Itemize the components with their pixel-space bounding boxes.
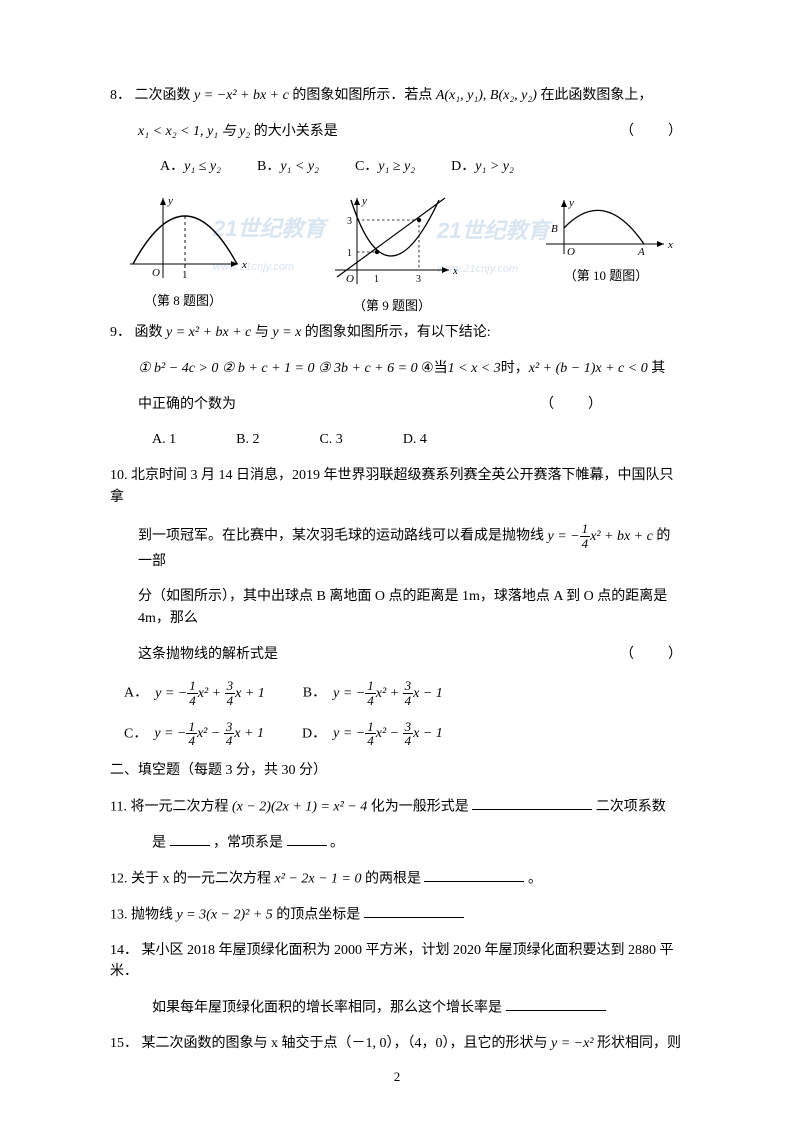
q9-options: A. 1 B. 2 C. 3 D. 4 (152, 429, 684, 451)
fig8-svg: x y O 1 (118, 192, 248, 287)
q9-line1: 9． 函数 y = x² + bx + c 与 y = x 的图象如图所示，有以… (110, 322, 684, 344)
fig10-svg: x y O B A (536, 192, 676, 262)
q12: 12. 关于 x 的一元二次方程 x² − 2x − 1 = 0 的两根是 。 (110, 868, 684, 890)
exam-page: 8． 二次函数 y = −x² + bx + c 的图象如图所示．若点 A(x₁… (0, 0, 794, 1123)
q8-line1: 8． 二次函数 y = −x² + bx + c 的图象如图所示．若点 A(x₁… (110, 85, 684, 107)
figure-10: x y O B A （第 10 题图） (536, 192, 676, 316)
q8-stem-b: 的图象如图所示．若点 (292, 88, 436, 103)
svg-text:O: O (152, 267, 160, 279)
svg-text:1: 1 (374, 274, 379, 285)
q9-conds: ① b² − 4c > 0 ② b + c + 1 = 0 ③ 3b + c +… (138, 358, 684, 380)
q14-line2: 如果每年屋顶绿化面积的增长率相同，那么这个增长率是 (152, 997, 684, 1019)
q10-options-row1: A． y = −14x² + 34x + 1 B． y = −14x² + 34… (124, 679, 684, 707)
blank-q11-3 (287, 832, 327, 846)
blank-q11-2 (170, 832, 210, 846)
svg-text:O: O (567, 246, 575, 258)
q8-num: 8． (110, 88, 131, 103)
fig9-caption: （第 9 题图） (353, 296, 431, 316)
q9-optA: A. 1 (152, 429, 176, 451)
q10-options-row2: C． y = −14x² − 34x + 1 D． y = −14x² − 34… (124, 720, 684, 748)
q10-optC: C． y = −14x² − 34x + 1 (124, 720, 264, 748)
figure-9: 21世纪教育 www.21cnjy.com x y O 1 3 1 3 (327, 192, 457, 316)
q11-line1: 11. 将一元二次方程 (x − 2)(2x + 1) = x² − 4 化为一… (110, 796, 684, 818)
q14-line1: 14． 某小区 2018 年屋顶绿化面积为 2000 平方米，计划 2020 年… (110, 940, 684, 983)
svg-text:1: 1 (347, 248, 352, 259)
q8-ptA: A(x₁, y₁) (436, 88, 483, 103)
q13: 13. 抛物线 y = 3(x − 2)² + 5 的顶点坐标是 (110, 904, 684, 926)
q10-optB: B． y = −14x² + 34x − 1 (303, 679, 443, 707)
svg-text:x: x (241, 259, 247, 271)
svg-text:O: O (346, 273, 354, 285)
q8-optA: A．y₁ ≤ y₂ (160, 156, 221, 178)
q9-optB: B. 2 (236, 429, 259, 451)
q10-optA: A． y = −14x² + 34x + 1 (124, 679, 265, 707)
q8-line2: x₁ < x₂ < 1, y₁ 与 y₂ 的大小关系是 （ ） (138, 121, 684, 143)
q8-optC: C．y₁ ≥ y₂ (355, 156, 415, 178)
q8-paren: （ ） (620, 121, 684, 143)
svg-text:y: y (361, 195, 367, 207)
q10-line3: 分（如图所示），其中出球点 B 离地面 O 点的距离是 1m，球落地点 A 到 … (138, 586, 684, 629)
blank-q12 (424, 868, 524, 882)
figure-8: 21世纪教育 www.21cnjy.com x y O 1 （第 8 题图） (118, 192, 248, 316)
fig10-caption: （第 10 题图） (564, 266, 649, 286)
q15: 15． 某二次函数的图象与 x 轴交于点（－1, 0），（4，0），且它的形状与… (110, 1033, 684, 1055)
q8-cond: x₁ < x₂ < 1, (138, 124, 207, 139)
q9-paren: （ ） (540, 394, 604, 416)
q10-line4: 这条抛物线的解析式是 （ ） (138, 644, 684, 666)
q8-optB: B．y₁ < y₂ (257, 156, 319, 178)
blank-q14 (506, 997, 606, 1011)
svg-text:x: x (452, 265, 457, 277)
page-number: 2 (0, 1067, 794, 1087)
q8-eq-main: y = −x² + bx + c (194, 88, 289, 103)
q8-optD: D．y₁ > y₂ (451, 156, 514, 178)
svg-text:A: A (637, 246, 645, 258)
q8-options: A．y₁ ≤ y₂ B．y₁ < y₂ C．y₁ ≥ y₂ D．y₁ > y₂ (160, 156, 684, 178)
q8-ptB: B(x₂, y₂) (490, 88, 537, 103)
blank-q13 (364, 904, 464, 918)
q11-line2: 是 ，常项系是 。 (152, 832, 684, 854)
fig9-svg: x y O 1 3 1 3 (327, 192, 457, 292)
q10-optD: D． y = −14x² − 34x − 1 (302, 720, 443, 748)
blank-q11-1 (472, 796, 592, 810)
svg-text:y: y (167, 195, 173, 207)
q8-stem-a: 二次函数 (135, 88, 195, 103)
q9-optC: C. 3 (319, 429, 342, 451)
section2-header: 二、填空题（每题 3 分，共 30 分） (110, 760, 684, 782)
svg-text:B: B (551, 223, 558, 235)
q10-line1: 10. 北京时间 3 月 14 日消息，2019 年世界羽联超级赛系列赛全英公开… (110, 465, 684, 508)
q10-eq: y = −14x² + bx + c (548, 529, 653, 544)
svg-text:1: 1 (182, 269, 188, 281)
q9-optD: D. 4 (403, 429, 427, 451)
svg-text:x: x (667, 239, 673, 251)
q8-stem-c: 在此函数图象上， (540, 88, 652, 103)
fig8-caption: （第 8 题图） (144, 291, 222, 311)
svg-text:y: y (568, 197, 574, 209)
svg-text:3: 3 (416, 274, 421, 285)
q10-line2: 到一项冠军。在比赛中，某次羽毛球的运动路线可以看成是抛物线 y = −14x² … (138, 522, 684, 572)
q9-line3: 中正确的个数为 （ ） (138, 394, 684, 416)
q10-paren: （ ） (620, 644, 684, 666)
figure-row: 21世纪教育 www.21cnjy.com x y O 1 （第 8 题图） 2 (118, 192, 676, 316)
svg-text:3: 3 (347, 216, 352, 227)
